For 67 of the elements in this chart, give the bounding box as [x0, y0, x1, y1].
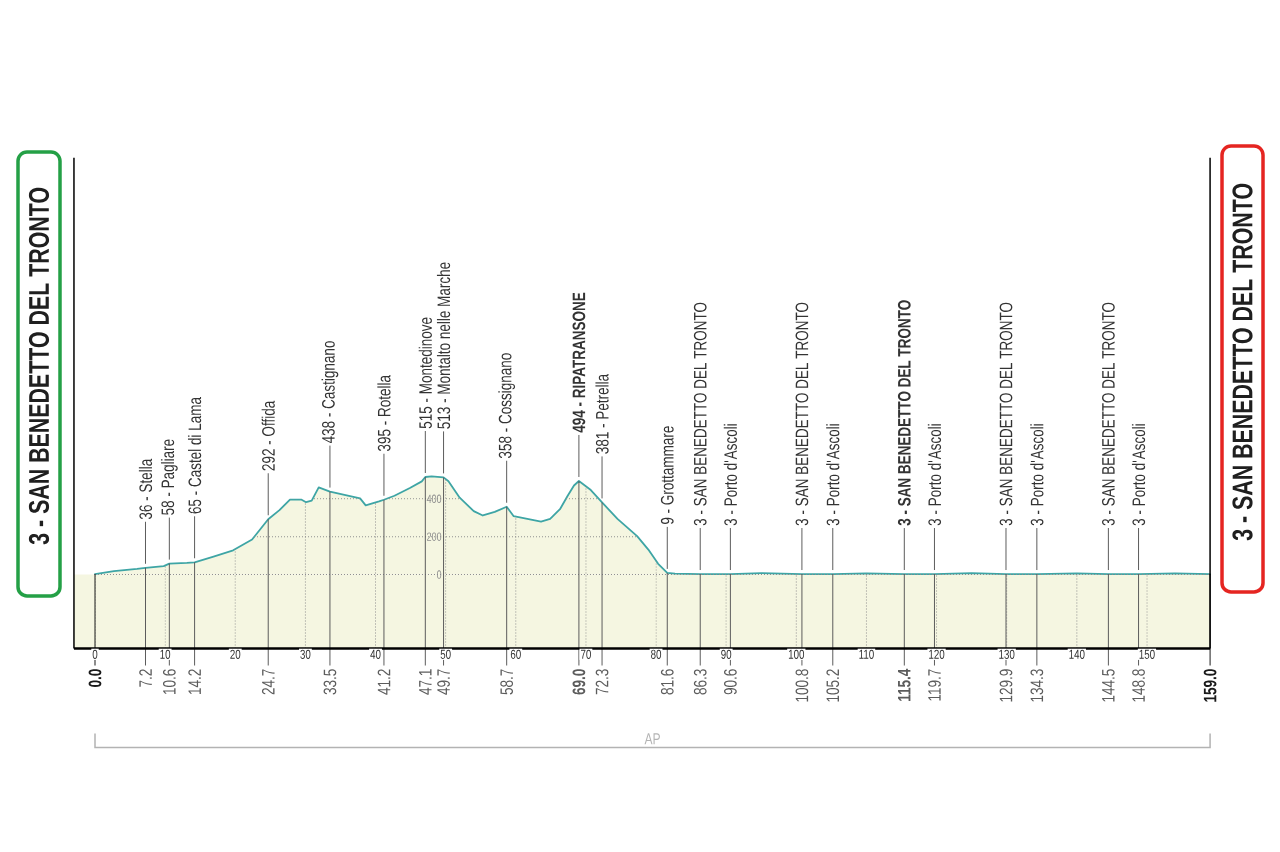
- ref-line-label: 7.2: [139, 669, 152, 687]
- ref-line-label: 69.0: [572, 669, 586, 695]
- ref-line-label: 105.2: [826, 669, 840, 702]
- text: AP: [644, 733, 660, 745]
- y-tick-label: 200: [427, 532, 442, 541]
- annotation: 3 - Porto d'Ascoli: [723, 424, 737, 526]
- annotation: 3 - Porto d'Ascoli: [927, 424, 942, 526]
- ref-line-label: 90.6: [724, 669, 737, 695]
- ref-line-label: 24.7: [261, 669, 275, 695]
- ref-line-label: 0.0: [88, 669, 102, 687]
- x-tick-label: 40: [370, 649, 381, 659]
- annotation: 3 - SAN BENEDETTO DEL TRONTO: [897, 300, 911, 526]
- annotation: 36 - Stella: [138, 458, 153, 520]
- y-tick-label: 400: [426, 494, 442, 504]
- annotation: 58 - Pagliare: [160, 439, 178, 515]
- annotation: 9 - Grottammare: [660, 426, 674, 525]
- x-tick-label: 140: [1069, 649, 1085, 659]
- text: 3 - SAN BENEDETTO DEL TRONTO: [1232, 183, 1253, 541]
- annotation: 438 - Castignano: [321, 341, 339, 444]
- ref-line-label: 10.6: [162, 669, 176, 694]
- x-tick-label: 110: [859, 649, 874, 659]
- x-tick-label: 70: [581, 649, 591, 659]
- x-tick-label: 120: [929, 649, 945, 659]
- ref-line-label: 72.3: [595, 669, 609, 695]
- ref-line-label: 159.0: [1203, 669, 1217, 702]
- ref-line-label: 81.6: [660, 669, 674, 695]
- annotation: 381 - Petrella: [595, 373, 609, 454]
- annotation: 292 - Offida: [261, 400, 275, 471]
- x-tick-label: 150: [1139, 649, 1155, 659]
- annotation: 3 - SAN BENEDETTO DEL TRONTO: [795, 302, 809, 526]
- ref-line-label: 134.3: [1030, 669, 1044, 702]
- annotation: 3 - SAN BENEDETTO DEL TRONTO: [693, 302, 707, 526]
- ref-line-label: 86.3: [693, 669, 707, 695]
- x-tick-label: 90: [721, 649, 732, 659]
- x-tick-label: 80: [651, 649, 662, 659]
- ref-line-label: 58.7: [500, 669, 514, 695]
- ref-line-label: 100.8: [795, 669, 809, 702]
- annotation: 3 - Porto d'Ascoli: [826, 424, 840, 526]
- annotation: 494 - RIPATRANSONE: [572, 292, 586, 433]
- ref-line-label: 41.2: [377, 669, 391, 695]
- annotation: 3 - SAN BENEDETTO DEL TRONTO: [999, 302, 1013, 526]
- x-tick-label: 20: [230, 649, 241, 659]
- ref-line-label: 129.9: [999, 669, 1013, 702]
- x-tick-label: 130: [999, 649, 1015, 659]
- ref-line-label: 33.5: [323, 669, 337, 695]
- x-tick-label: 0: [92, 649, 98, 659]
- annotation: 3 - Porto d'Ascoli: [1131, 424, 1146, 526]
- text: 3 - SAN BENEDETTO DEL TRONTO: [28, 187, 50, 545]
- x-tick-label: 30: [300, 649, 311, 659]
- x-tick-label: 100: [788, 649, 805, 659]
- annotation: 3 - SAN BENEDETTO DEL TRONTO: [1102, 302, 1115, 526]
- ref-line-label: 115.4: [898, 668, 911, 701]
- x-tick-label: 60: [510, 649, 521, 659]
- x-tick-label: 50: [440, 649, 451, 659]
- ref-line-label: 14.2: [188, 669, 201, 694]
- annotation: 515 - Montedinove: [418, 317, 432, 429]
- annotation: 513 - Montalto nelle Marche: [436, 262, 451, 429]
- ref-line-label: 47.1: [419, 669, 432, 695]
- x-tick-label: 10: [160, 649, 171, 659]
- annotation: 3 - Porto d'Ascoli: [1030, 424, 1044, 526]
- ref-line-label: 148.8: [1132, 669, 1145, 702]
- annotation: 358 - Cossignano: [498, 353, 516, 459]
- ref-line-label: 119.7: [928, 669, 941, 701]
- annotation: 395 - Rotella: [377, 375, 391, 452]
- annotation: 65 - Castel di Lama: [187, 397, 202, 514]
- ref-line-label: 144.5: [1102, 669, 1115, 702]
- ref-line-label: 49.7: [437, 669, 450, 695]
